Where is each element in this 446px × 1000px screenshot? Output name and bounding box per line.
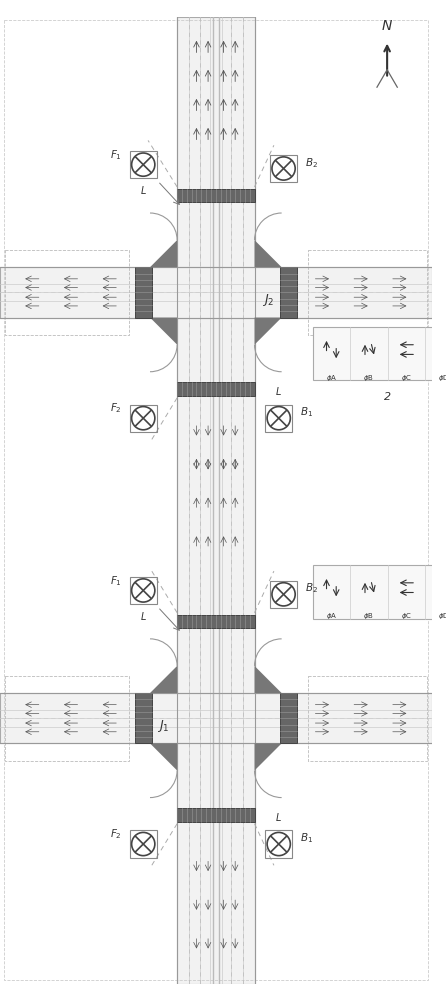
Bar	[280, 693, 297, 743]
Bar	[0, 267, 432, 318]
Bar	[135, 693, 152, 743]
Text: $\phi$A: $\phi$A	[326, 611, 337, 621]
Text: 2: 2	[384, 392, 391, 402]
Text: $\phi$D: $\phi$D	[438, 611, 446, 621]
Text: $F_2$: $F_2$	[110, 827, 122, 841]
Text: L: L	[140, 612, 146, 622]
Bar	[177, 189, 255, 202]
Bar	[177, 17, 255, 984]
Bar	[130, 151, 157, 178]
Bar	[280, 267, 297, 318]
Text: $B_1$: $B_1$	[300, 405, 313, 419]
Text: $\phi$C: $\phi$C	[401, 611, 412, 621]
Bar	[308, 676, 427, 761]
Bar	[265, 830, 292, 858]
Bar	[0, 693, 432, 743]
Bar	[270, 155, 297, 182]
Polygon shape	[255, 666, 281, 693]
Bar	[265, 405, 292, 432]
Bar	[177, 615, 255, 628]
Bar	[135, 267, 152, 318]
Polygon shape	[255, 318, 281, 345]
Bar	[130, 830, 157, 858]
Text: $B_2$: $B_2$	[305, 156, 318, 170]
Bar	[130, 577, 157, 604]
Polygon shape	[255, 743, 281, 770]
Polygon shape	[255, 240, 281, 267]
Bar	[130, 405, 157, 432]
Polygon shape	[150, 743, 177, 770]
Polygon shape	[150, 318, 177, 345]
Text: $\phi$B: $\phi$B	[363, 611, 374, 621]
Text: $B_2$: $B_2$	[305, 582, 318, 595]
Text: $\phi$D: $\phi$D	[438, 373, 446, 383]
Text: $J_1$: $J_1$	[157, 718, 169, 734]
Text: $F_1$: $F_1$	[110, 574, 122, 588]
Polygon shape	[150, 666, 177, 693]
Text: L: L	[140, 186, 146, 196]
Bar	[313, 327, 446, 380]
Polygon shape	[150, 240, 177, 267]
Bar	[313, 565, 446, 619]
Bar	[5, 250, 129, 335]
Text: L: L	[276, 387, 281, 397]
Text: L: L	[276, 813, 281, 823]
Text: N: N	[382, 19, 392, 33]
Bar	[177, 808, 255, 822]
Text: $\phi$B: $\phi$B	[363, 373, 374, 383]
Text: $F_1$: $F_1$	[110, 148, 122, 162]
Bar	[5, 676, 129, 761]
Text: $B_1$: $B_1$	[300, 831, 313, 845]
Bar	[177, 382, 255, 396]
Text: $J_2$: $J_2$	[262, 292, 275, 308]
Bar	[270, 581, 297, 608]
Text: $\phi$C: $\phi$C	[401, 373, 412, 383]
Text: $F_2$: $F_2$	[110, 402, 122, 415]
Bar	[308, 250, 427, 335]
Text: $\phi$A: $\phi$A	[326, 373, 337, 383]
